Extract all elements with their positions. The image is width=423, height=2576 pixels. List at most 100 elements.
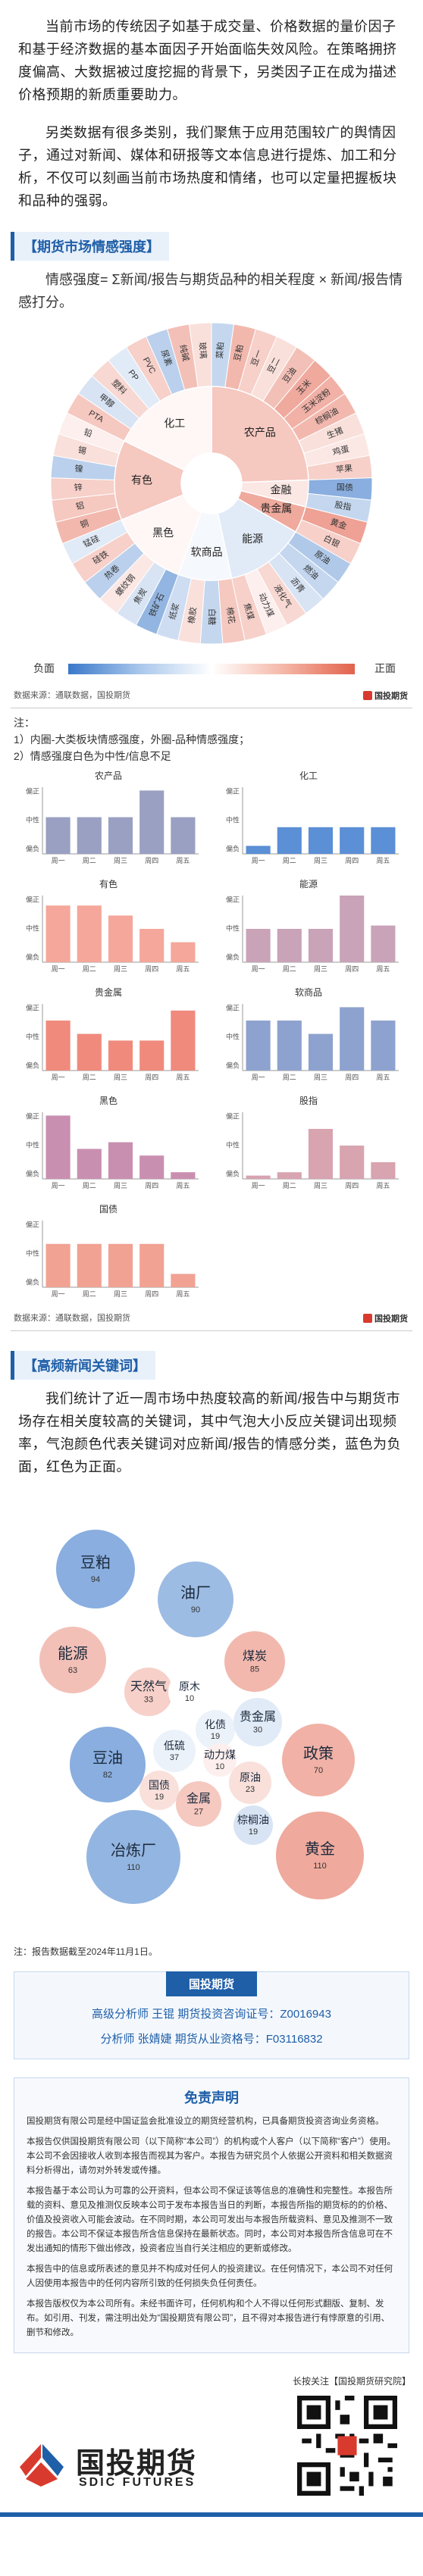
outer-label: 菜粕 — [214, 342, 226, 359]
keyword-bubble — [168, 1671, 211, 1713]
keyword-bubble — [224, 1631, 285, 1692]
bar — [340, 827, 365, 854]
legend-negative-label: 负面 — [33, 662, 55, 674]
sector-bar-chart: 股指 偏正 中性 偏负 周一 周二 周三 周四 周五 — [214, 1094, 403, 1196]
analyst-line-1: 高级分析师 王锟 期货投资咨询证号：Z0016943 — [92, 2008, 331, 2021]
disclaimer-paragraph: 本报告中的信息或所表述的意见并不构成对任何人的投资建议。在任何情况下，本公司不对… — [27, 2265, 393, 2288]
x-tick-label: 周二 — [83, 1182, 96, 1190]
keyword-label: 煤炭 — [243, 1649, 267, 1663]
sentiment-sunburst-chart: 菜粕 豆粕 豆一 豆二 豆油 玉米 玉米淀粉 棕榈油 生猪 鸡蛋 苹果 国债 股指 黄金 白银 原油 燃油 沥青液… — [0, 318, 423, 652]
x-tick-label: 周四 — [145, 1074, 158, 1081]
bar — [371, 925, 396, 962]
bar-chart-title: 化工 — [299, 771, 318, 781]
footer-bottom-line — [0, 2512, 423, 2517]
x-tick-label: 周四 — [145, 857, 158, 864]
logo-english-text: SDIC FUTURES — [79, 2476, 196, 2489]
keyword-bubble — [86, 1810, 180, 1904]
inner-label: 黑色 — [152, 527, 174, 539]
bar — [45, 1021, 70, 1071]
bar — [108, 1040, 133, 1071]
sunburst-svg: 菜粕 豆粕 豆一 豆二豆油玉米玉米淀粉棕榈油生猪鸡蛋苹果国债股指黄金白银原油燃油沥青液… — [50, 322, 373, 645]
inner-label: 软商品 — [191, 546, 223, 558]
outer-label: 玻璃 — [197, 342, 209, 359]
outer-label: 橡胶 — [186, 606, 199, 624]
company-logo-small: 国投期货 — [363, 1312, 408, 1324]
x-tick-label: 周一 — [252, 965, 265, 973]
outer-label: 纯碱 — [177, 344, 190, 362]
keyword-count: 85 — [250, 1665, 259, 1674]
outer-label: 国债 — [337, 482, 353, 493]
x-tick-label: 周一 — [52, 965, 65, 973]
y-tick-label: 中性 — [26, 1032, 39, 1040]
disclaimer-paragraph: 本报告版权仅为本公司所有。未经书面许可，任何机构和个人不得以任何形式翻版、复制、… — [27, 2299, 390, 2337]
keyword-count: 110 — [313, 1862, 327, 1871]
y-tick-label: 偏正 — [26, 895, 39, 903]
x-tick-label: 周二 — [83, 1074, 96, 1081]
keyword-count: 10 — [185, 1694, 194, 1703]
keyword-label: 低硫 — [164, 1740, 185, 1752]
legend-gradient-bar — [68, 664, 355, 674]
logo-small-text: 国投期货 — [374, 692, 408, 701]
sector-bar-chart: 农产品 偏正 中性 偏负 周一 周二 周三 周四 周五 — [14, 769, 203, 871]
keyword-bubble — [39, 1627, 106, 1693]
x-tick-label: 周三 — [114, 1182, 127, 1190]
keyword-count: 10 — [215, 1762, 224, 1771]
disclaimer-paragraph: 本报告基于本公司认为可靠的公开资料，但本公司不保证该等信息的准确性和完整性。本报… — [27, 2187, 393, 2253]
bubble-svg: 豆粕94油厂90能源63煤炭85天然气33原木10化债19贵金属30豆油82低硫… — [39, 1530, 364, 1904]
keyword-count: 94 — [91, 1575, 100, 1584]
keyword-count: 33 — [144, 1696, 153, 1705]
keyword-bubble — [153, 1730, 196, 1772]
bar-chart-title: 黑色 — [99, 1096, 118, 1106]
keywords-note: 注：报告数据截至2024年11月1日。 — [14, 1946, 158, 1957]
note-line: 2）情感强度白色为中性/信息不足 — [14, 750, 171, 762]
logo-chinese-text: 国投期货 — [76, 2448, 198, 2480]
keyword-count: 110 — [127, 1863, 140, 1872]
note-line: 注： — [14, 717, 35, 729]
x-tick-label: 周二 — [283, 857, 296, 864]
bar — [171, 817, 196, 854]
y-tick-label: 偏负 — [226, 1169, 240, 1177]
y-tick-label: 中性 — [226, 1140, 240, 1149]
bar-chart-title: 股指 — [299, 1096, 318, 1106]
keyword-count: 63 — [68, 1666, 77, 1675]
x-tick-label: 周五 — [376, 1182, 390, 1190]
inner-label: 贵金属 — [260, 502, 292, 514]
intro-paragraph-2: 另类数据有很多类别，我们聚焦于应用范围较广的舆情因子，通过对新闻、媒体和研报等文… — [18, 125, 397, 208]
x-tick-label: 周二 — [83, 965, 96, 973]
x-tick-label: 周一 — [252, 857, 265, 864]
y-tick-label: 偏正 — [26, 1111, 39, 1120]
bar — [45, 905, 70, 962]
y-tick-label: 中性 — [26, 1140, 39, 1149]
keyword-count: 30 — [253, 1726, 262, 1735]
bar — [246, 1175, 271, 1179]
keyword-label: 政策 — [303, 1745, 334, 1762]
bar — [45, 1243, 70, 1287]
x-tick-label: 周三 — [314, 857, 327, 864]
keyword-label: 原油 — [240, 1771, 261, 1784]
keyword-bubble — [229, 1762, 271, 1804]
keyword-bubble — [56, 1530, 135, 1608]
keyword-count: 82 — [103, 1771, 112, 1780]
data-source-text: 数据来源：通联数据，国投期货 — [14, 1314, 130, 1323]
qr-code-icon[interactable] — [294, 2393, 400, 2499]
sentiment-section-title: 【期货市场情感强度】 — [11, 232, 169, 261]
keyword-count: 23 — [246, 1785, 255, 1794]
bar-chart-title: 国债 — [99, 1204, 118, 1215]
y-tick-label: 偏正 — [26, 786, 39, 795]
x-tick-label: 周三 — [114, 965, 127, 973]
x-tick-label: 周二 — [283, 965, 296, 973]
x-tick-label: 周三 — [314, 965, 327, 973]
keyword-label: 豆油 — [92, 1749, 123, 1767]
keyword-count: 19 — [155, 1793, 164, 1802]
follow-prompt: 长按关注【国投期货研究院】 — [292, 2376, 411, 2387]
y-tick-label: 中性 — [26, 924, 39, 932]
outer-label: 锡 — [77, 444, 87, 456]
bar — [108, 1243, 133, 1287]
keyword-bubble — [124, 1668, 173, 1716]
y-tick-label: 中性 — [226, 924, 240, 932]
y-tick-label: 偏正 — [226, 1003, 240, 1011]
bar — [139, 929, 164, 962]
